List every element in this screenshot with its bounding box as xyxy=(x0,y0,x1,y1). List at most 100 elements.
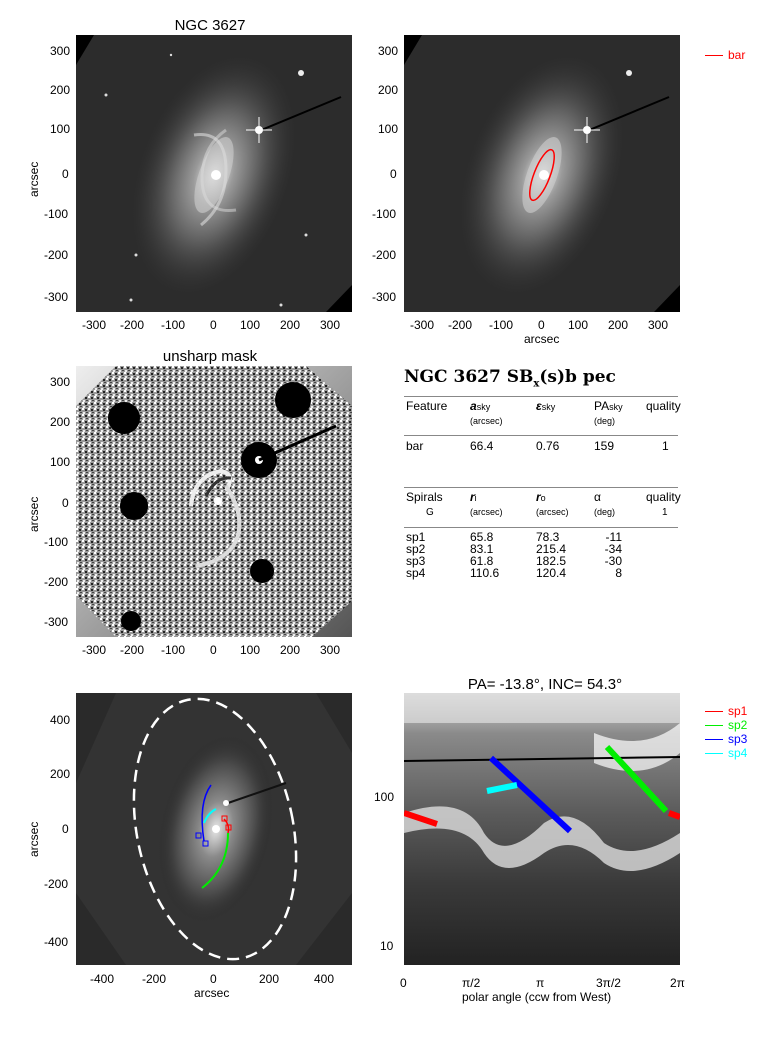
sp1-marker xyxy=(225,824,232,831)
legend-sp2: sp2 xyxy=(705,718,747,732)
p5-xtick: -400 xyxy=(90,972,115,986)
bar-ellipse xyxy=(529,148,555,202)
sp2-line xyxy=(604,744,669,814)
panel5-ylabel: arcsec xyxy=(27,821,41,857)
bar-row-pa: 159 xyxy=(594,439,615,453)
p2-xtick: 100 xyxy=(568,318,589,332)
sp3-marker xyxy=(202,840,209,847)
spiral-ro-values: 78.3 215.4 182.5 120.4 xyxy=(536,531,566,579)
p3-xtick: 300 xyxy=(320,643,341,657)
p2-ytick: 200 xyxy=(378,83,399,97)
p2-ytick: -200 xyxy=(372,248,397,262)
spiral-row-ri: 61.8 xyxy=(470,554,494,568)
p6-xtick: 3π/2 xyxy=(596,976,621,990)
p2-xtick: 200 xyxy=(608,318,629,332)
sp4-arc xyxy=(203,808,217,824)
p2-ytick: 0 xyxy=(390,167,397,181)
bar-row-quality: 1 xyxy=(662,439,669,453)
spiral-header-alpha: α (deg) xyxy=(594,490,616,517)
spiral-row-alpha: 8 xyxy=(615,566,622,580)
p3-xtick: 0 xyxy=(210,643,217,657)
spiral-row-ro: 120.4 xyxy=(536,566,567,580)
table-rule xyxy=(404,435,678,436)
legend-sp3: sp3 xyxy=(705,732,747,746)
panel1-title: NGC 3627 xyxy=(174,17,246,34)
p6-xtick: π/2 xyxy=(462,976,481,990)
p5-xtick: 200 xyxy=(259,972,280,986)
p5-xtick: -200 xyxy=(142,972,167,986)
disk-ellipse xyxy=(132,697,298,961)
p1-xtick: 200 xyxy=(280,318,301,332)
sp1-marker xyxy=(221,815,228,822)
p3-xtick: 200 xyxy=(280,643,301,657)
spiral-row-ro: 215.4 xyxy=(536,542,567,556)
p2-xtick: -100 xyxy=(489,318,514,332)
bar-header-quality: quality xyxy=(646,399,681,413)
bar-header-pa: PAsky (deg) xyxy=(594,399,623,426)
spiral-header-feature: Spirals G xyxy=(406,490,443,518)
spiral-row-ro: 182.5 xyxy=(536,554,567,568)
panel2-bar-image xyxy=(404,35,680,312)
panel1-galaxy-image xyxy=(76,35,352,312)
sp3-marker xyxy=(195,832,202,839)
bar-header-feature: Feature xyxy=(406,399,448,413)
table-rule xyxy=(404,487,678,488)
galaxy-image-svg xyxy=(76,35,352,312)
table-title-rest: (s)b pec xyxy=(539,367,616,387)
p2-ytick: 100 xyxy=(378,122,399,136)
spiral-row-name: sp4 xyxy=(406,566,426,580)
p5-xtick: 0 xyxy=(210,972,217,986)
spiral-header-ri: ri (arcsec) xyxy=(470,490,503,517)
p3-xtick: -100 xyxy=(161,643,186,657)
p3-ytick: 0 xyxy=(62,496,69,510)
p3-xtick: 100 xyxy=(240,643,261,657)
p1-xtick: 100 xyxy=(240,318,261,332)
table-title-main: NGC 3627 SB xyxy=(404,367,534,387)
unsharp-mask-svg xyxy=(76,366,352,637)
legend-sp1: sp1 xyxy=(705,704,747,718)
spiral-row-name: sp2 xyxy=(406,542,426,556)
p1-ytick: 300 xyxy=(50,44,71,58)
legend-sp4: sp4 xyxy=(705,746,747,760)
p2-xtick: 300 xyxy=(648,318,669,332)
bar-legend-label: bar xyxy=(728,48,746,62)
p3-ytick: -300 xyxy=(44,615,69,629)
p5-ytick: -400 xyxy=(44,935,69,949)
p2-ytick: 300 xyxy=(378,44,399,58)
p1-xtick: -100 xyxy=(161,318,186,332)
panel6-xlabel: polar angle (ccw from West) xyxy=(462,990,612,1004)
p3-ytick: 300 xyxy=(50,375,71,389)
p1-xtick: 300 xyxy=(320,318,341,332)
spiral-image-svg xyxy=(76,693,352,965)
p2-ytick: -300 xyxy=(372,290,397,304)
p3-ytick: 100 xyxy=(50,455,71,469)
sp3-line xyxy=(488,755,573,834)
bar-image-svg xyxy=(404,35,680,312)
panel3-title: unsharp mask xyxy=(162,348,258,365)
spiral-names: sp1 sp2 sp3 sp4 xyxy=(406,531,425,579)
p6-ytick: 100 xyxy=(374,790,395,804)
spiral-header-ro: ro (arcsec) xyxy=(536,490,569,517)
bar-legend: bar xyxy=(705,48,745,62)
p2-xtick: 0 xyxy=(538,318,545,332)
bar-header-a: asky (arcsec) xyxy=(470,399,503,426)
p5-ytick: 400 xyxy=(50,713,71,727)
panel6-polar-plot xyxy=(404,693,680,965)
p3-xtick: -300 xyxy=(82,643,107,657)
p1-xtick: -300 xyxy=(82,318,107,332)
p1-xtick: -200 xyxy=(120,318,145,332)
p1-ytick: 200 xyxy=(50,83,71,97)
table-rule xyxy=(404,396,678,397)
table-rule xyxy=(404,527,678,528)
p6-xtick: π xyxy=(536,976,545,990)
p3-xtick: -200 xyxy=(120,643,145,657)
p2-ytick: -100 xyxy=(372,207,397,221)
table-title: NGC 3627 SBx(s)b pec xyxy=(404,367,616,389)
p6-ytick: 10 xyxy=(380,939,394,953)
bar-legend-swatch xyxy=(705,55,723,57)
sp1-line xyxy=(404,810,438,827)
panel3-ylabel: arcsec xyxy=(27,496,41,532)
p1-ytick: -300 xyxy=(44,290,69,304)
p1-xtick: 0 xyxy=(210,318,217,332)
polar-plot-svg xyxy=(404,693,680,965)
